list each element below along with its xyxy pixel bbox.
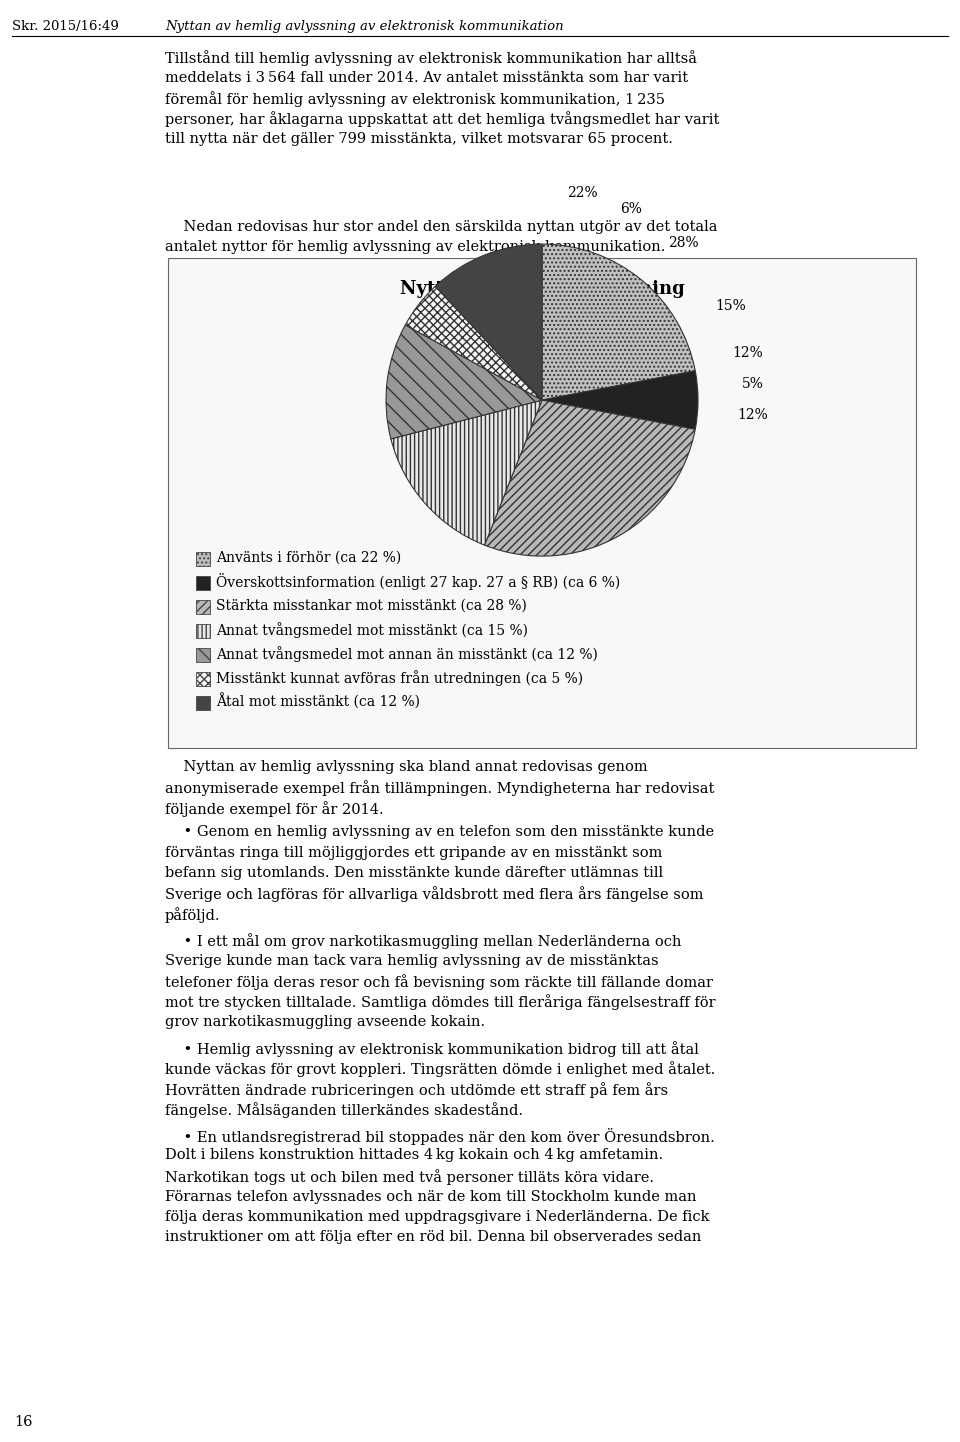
Text: • Hemlig avlyssning av elektronisk kommunikation bidrog till att åtal: • Hemlig avlyssning av elektronisk kommu… [165,1041,699,1057]
Text: anonymiserade exempel från tillämpningen. Myndigheterna har redovisat: anonymiserade exempel från tillämpningen… [165,780,714,796]
Text: Tillstånd till hemlig avlyssning av elektronisk kommunikation har alltså: Tillstånd till hemlig avlyssning av elek… [165,50,697,66]
Text: grov narkotikasmuggling avseende kokain.: grov narkotikasmuggling avseende kokain. [165,1015,485,1030]
Wedge shape [542,371,698,430]
Text: Nyttan av hemlig avlyssning av elektronisk kommunikation: Nyttan av hemlig avlyssning av elektroni… [165,20,564,33]
Text: Misstänkt kunnat avföras från utredningen (ca 5 %): Misstänkt kunnat avföras från utredninge… [216,671,583,686]
Text: Stärkta misstankar mot misstänkt (ca 28 %): Stärkta misstankar mot misstänkt (ca 28 … [216,598,527,613]
Text: Dolt i bilens konstruktion hittades 4 kg kokain och 4 kg amfetamin.: Dolt i bilens konstruktion hittades 4 kg… [165,1148,663,1162]
Text: • Genom en hemlig avlyssning av en telefon som den misstänkte kunde: • Genom en hemlig avlyssning av en telef… [165,825,714,839]
Bar [196,600,210,614]
Wedge shape [435,244,542,399]
Text: 22%: 22% [567,186,598,200]
Text: Annat tvångsmedel mot annan än misstänkt (ca 12 %): Annat tvångsmedel mot annan än misstänkt… [216,646,598,662]
Wedge shape [405,287,542,399]
Bar [196,575,210,590]
Bar [196,647,210,662]
Text: 6%: 6% [620,202,642,216]
Text: Nedan redovisas hur stor andel den särskilda nyttan utgör av det totala: Nedan redovisas hur stor andel den särsk… [165,221,717,234]
Text: Nyttan av hemlig avlyssning: Nyttan av hemlig avlyssning [399,280,684,298]
Text: 15%: 15% [715,298,746,313]
Text: till nytta när det gäller 799 misstänkta, vilket motsvarar 65 procent.: till nytta när det gäller 799 misstänkta… [165,133,673,146]
Text: fängelse. Målsäganden tillerkändes skadestånd.: fängelse. Målsäganden tillerkändes skade… [165,1103,523,1119]
Wedge shape [542,244,695,399]
Text: Skr. 2015/16:49: Skr. 2015/16:49 [12,20,119,33]
Text: Överskottsinformation (enligt 27 kap. 27 a § RB) (ca 6 %): Överskottsinformation (enligt 27 kap. 27… [216,574,620,591]
Text: telefoner följa deras resor och få bevisning som räckte till fällande domar: telefoner följa deras resor och få bevis… [165,973,713,989]
Bar [168,258,916,748]
Text: 16: 16 [14,1415,33,1429]
Text: Hovrätten ändrade rubriceringen och utdömde ett straff på fem års: Hovrätten ändrade rubriceringen och utdö… [165,1082,668,1097]
Text: följande exempel för år 2014.: följande exempel för år 2014. [165,800,384,816]
Bar [196,624,210,637]
Text: Åtal mot misstänkt (ca 12 %): Åtal mot misstänkt (ca 12 %) [216,694,420,709]
Wedge shape [386,324,542,438]
Text: mot tre stycken tilltalade. Samtliga dömdes till fleråriga fängelsestraff för: mot tre stycken tilltalade. Samtliga döm… [165,995,715,1011]
Text: föremål för hemlig avlyssning av elektronisk kommunikation, 1 235: föremål för hemlig avlyssning av elektro… [165,91,665,107]
Text: meddelats i 3 564 fall under 2014. Av antalet misstänkta som har varit: meddelats i 3 564 fall under 2014. Av an… [165,71,688,85]
Text: 12%: 12% [737,408,768,423]
Text: personer, har åklagarna uppskattat att det hemliga tvångsmedlet har varit: personer, har åklagarna uppskattat att d… [165,111,719,127]
Text: Narkotikan togs ut och bilen med två personer tilläts köra vidare.: Narkotikan togs ut och bilen med två per… [165,1169,654,1185]
Text: antalet nyttor för hemlig avlyssning av elektronisk kommunikation.: antalet nyttor för hemlig avlyssning av … [165,241,665,254]
Text: • En utlandsregistrerad bil stoppades när den kom över Öresundsbron.: • En utlandsregistrerad bil stoppades nä… [165,1128,715,1145]
Text: Sverige kunde man tack vara hemlig avlyssning av de misstänktas: Sverige kunde man tack vara hemlig avlys… [165,953,659,968]
Text: Nyttan av hemlig avlyssning ska bland annat redovisas genom: Nyttan av hemlig avlyssning ska bland an… [165,760,648,774]
Bar [196,672,210,686]
Text: påföljd.: påföljd. [165,907,221,923]
Text: Annat tvångsmedel mot misstänkt (ca 15 %): Annat tvångsmedel mot misstänkt (ca 15 %… [216,622,528,637]
Text: • I ett mål om grov narkotikasmuggling mellan Nederländerna och: • I ett mål om grov narkotikasmuggling m… [165,933,682,949]
Text: kunde väckas för grovt koppleri. Tingsrätten dömde i enlighet med åtalet.: kunde väckas för grovt koppleri. Tingsrä… [165,1061,715,1077]
Text: 12%: 12% [732,346,763,359]
Text: 5%: 5% [742,376,763,391]
Bar [196,696,210,709]
Text: Använts i förhör (ca 22 %): Använts i förhör (ca 22 %) [216,551,401,565]
Text: Sverige och lagföras för allvarliga våldsbrott med flera års fängelse som: Sverige och lagföras för allvarliga våld… [165,887,704,903]
Bar [196,552,210,567]
Wedge shape [391,399,542,545]
Text: 28%: 28% [668,236,699,249]
Text: Förarnas telefon avlyssnades och när de kom till Stockholm kunde man: Förarnas telefon avlyssnades och när de … [165,1190,697,1204]
Text: följa deras kommunikation med uppdragsgivare i Nederländerna. De fick: följa deras kommunikation med uppdragsgi… [165,1210,709,1224]
Text: befann sig utomlands. Den misstänkte kunde därefter utlämnas till: befann sig utomlands. Den misstänkte kun… [165,867,663,880]
Text: instruktioner om att följa efter en röd bil. Denna bil observerades sedan: instruktioner om att följa efter en röd … [165,1230,702,1244]
Wedge shape [485,399,695,557]
Text: förväntas ringa till möjliggjordes ett gripande av en misstänkt som: förväntas ringa till möjliggjordes ett g… [165,845,662,859]
